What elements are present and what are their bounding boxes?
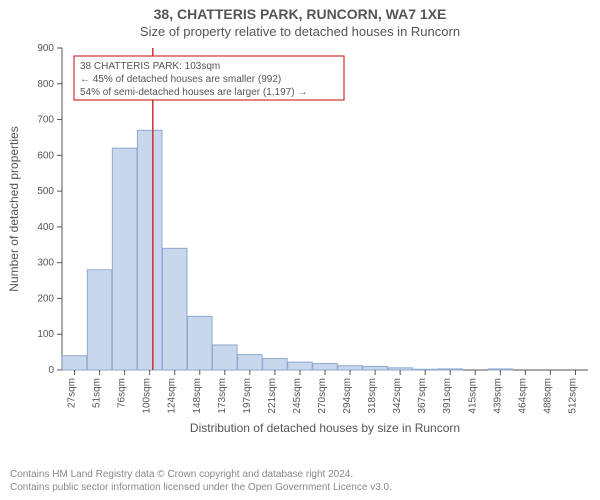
svg-text:148sqm: 148sqm (192, 378, 203, 414)
bar (238, 355, 263, 370)
svg-text:51sqm: 51sqm (92, 378, 103, 408)
svg-text:800: 800 (37, 79, 54, 90)
svg-text:488sqm: 488sqm (542, 378, 553, 414)
bar (62, 356, 87, 370)
bar (112, 148, 137, 370)
svg-text:270sqm: 270sqm (317, 378, 328, 414)
svg-text:200: 200 (37, 293, 54, 304)
page-title: 38, CHATTERIS PARK, RUNCORN, WA7 1XE (0, 0, 600, 22)
svg-text:464sqm: 464sqm (517, 378, 528, 414)
chart-wrap: 0 100 200 300 400 500 600 700 800 900 27sqm 51sqm 76… (0, 40, 600, 440)
bar (313, 364, 338, 370)
svg-text:173sqm: 173sqm (217, 378, 228, 414)
footer-line-2: Contains public sector information licen… (10, 481, 392, 494)
svg-text:512sqm: 512sqm (567, 378, 578, 414)
legend-line-2: ← 45% of detached houses are smaller (99… (80, 74, 281, 85)
svg-text:100sqm: 100sqm (142, 378, 153, 414)
svg-text:600: 600 (37, 150, 54, 161)
svg-text:342sqm: 342sqm (392, 378, 403, 414)
page-subtitle: Size of property relative to detached ho… (0, 22, 600, 39)
footer: Contains HM Land Registry data © Crown c… (10, 468, 392, 494)
svg-text:415sqm: 415sqm (467, 378, 478, 414)
svg-text:245sqm: 245sqm (292, 378, 303, 414)
x-axis-label: Distribution of detached houses by size … (190, 421, 460, 435)
histogram-chart: 0 100 200 300 400 500 600 700 800 900 27sqm 51sqm 76… (0, 40, 600, 440)
svg-text:300: 300 (37, 258, 54, 269)
bar (213, 345, 238, 370)
bar (388, 368, 413, 370)
svg-text:124sqm: 124sqm (167, 378, 178, 414)
svg-text:100: 100 (37, 329, 54, 340)
bar (187, 316, 212, 370)
svg-text:197sqm: 197sqm (242, 378, 253, 414)
svg-text:318sqm: 318sqm (367, 378, 378, 414)
svg-text:439sqm: 439sqm (492, 378, 503, 414)
svg-text:500: 500 (37, 186, 54, 197)
bar (363, 366, 388, 370)
legend-line-3: 54% of semi-detached houses are larger (… (80, 87, 307, 98)
legend-line-1: 38 CHATTERIS PARK: 103sqm (80, 61, 220, 72)
svg-text:400: 400 (37, 222, 54, 233)
svg-text:367sqm: 367sqm (417, 378, 428, 414)
svg-text:294sqm: 294sqm (342, 378, 353, 414)
bar (438, 369, 463, 370)
bar (338, 366, 363, 370)
bar (162, 248, 187, 370)
svg-text:76sqm: 76sqm (117, 378, 128, 408)
footer-line-1: Contains HM Land Registry data © Crown c… (10, 468, 392, 481)
svg-text:700: 700 (37, 115, 54, 126)
svg-text:27sqm: 27sqm (67, 378, 78, 408)
bar (87, 270, 112, 370)
y-axis-label: Number of detached properties (7, 126, 21, 291)
bar (413, 369, 438, 370)
chart-container: 38, CHATTERIS PARK, RUNCORN, WA7 1XE Siz… (0, 0, 600, 500)
svg-text:900: 900 (37, 43, 54, 54)
bar (488, 369, 513, 370)
bar (137, 130, 162, 370)
svg-text:221sqm: 221sqm (267, 378, 278, 414)
bar (288, 362, 313, 370)
svg-text:391sqm: 391sqm (442, 378, 453, 414)
bar (263, 359, 288, 370)
svg-text:0: 0 (48, 365, 54, 376)
